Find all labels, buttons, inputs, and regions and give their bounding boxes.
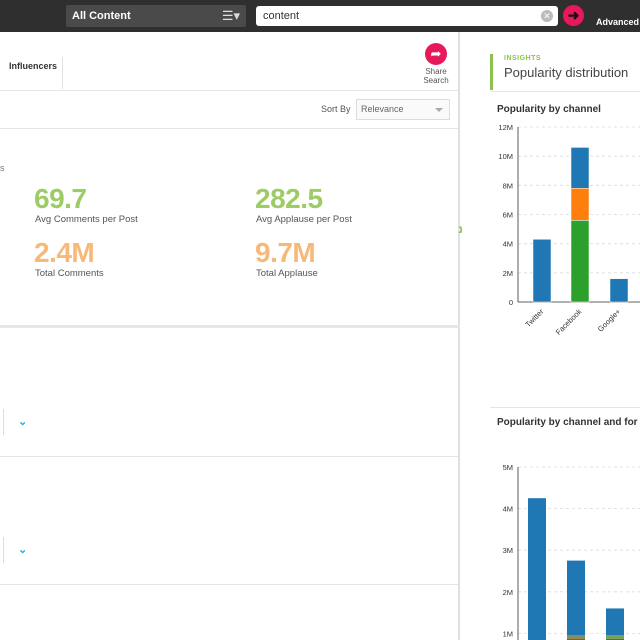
popularity-by-channel-chart: 0 2M 4M 6M 8M 10M 12M Twitter Facebook Google+ [498,123,640,337]
content-filter-value: All Content [72,10,131,22]
row-handle [0,409,4,435]
divider [0,456,458,457]
x-tick-label: Facebook [554,307,584,337]
avg-comments-value: 69.7 [34,183,87,214]
avg-applause-label: Avg Applause per Post [256,214,352,225]
caret-down-icon [435,108,443,112]
avg-comments-label: Avg Comments per Post [35,214,138,225]
content-filter-select[interactable]: All Content ☰▾ [66,5,246,27]
y-tick-label: 0 [509,298,513,307]
y-tick-label: 3M [503,546,513,555]
y-tick-label: 2M [503,588,513,597]
insights-title: Popularity distribution [504,65,629,80]
tab-influencers[interactable]: Influencers [9,61,58,71]
bar-segment [567,560,585,640]
y-tick-label: 2M [503,269,513,278]
sort-by-select[interactable]: Relevance [356,99,450,120]
bar-segment [606,608,624,640]
y-tick-label: 10M [498,152,513,161]
insights-pane [462,32,640,640]
divider [0,90,458,91]
chart2-title: Popularity by channel and for [497,417,638,428]
share-label-line2: Search [423,76,449,85]
total-comments-label: Total Comments [35,268,104,279]
y-tick-label: 1M [503,629,513,638]
sort-by-label: Sort By [321,104,351,114]
total-comments-value: 2.4M [34,237,95,268]
bar-segment [567,635,585,639]
advanced-search-link[interactable]: Advanced [596,17,640,27]
menu-icon: ☰▾ [221,8,240,23]
bar-segment [570,220,590,303]
bar-segment [570,188,590,221]
chart1-title: Popularity by channel [497,104,601,115]
total-applause-value: 9.7M [255,237,316,268]
y-tick-label: 4M [503,505,513,514]
search-go-button[interactable]: ➜ [563,5,584,26]
chevron-down-icon[interactable]: ⌄ [18,544,28,556]
row-handle [0,537,4,563]
top-bar: All Content ☰▾ content ✕ ➜ Advanced [0,0,640,32]
insights-kicker: INSIGHTS [504,55,542,62]
share-search-button[interactable]: ➦ [425,43,447,65]
divider [0,584,458,585]
x-tick-label: Google+ [596,307,623,334]
share-search-label[interactable]: Share Search [419,67,453,85]
y-tick-label: 12M [498,123,513,132]
total-applause-label: Total Applause [256,268,318,279]
divider [0,128,458,129]
divider [490,91,640,92]
bar-segment [609,278,629,303]
tab-divider [62,57,63,89]
y-tick-label: 4M [503,240,513,249]
bar-segment [532,239,552,303]
divider [490,407,640,408]
arrow-right-icon: ➜ [567,7,580,23]
search-input[interactable]: content ✕ [256,6,558,26]
chevron-down-icon[interactable]: ⌄ [18,416,28,428]
results-pane [0,32,460,640]
avg-applause-value: 282.5 [255,183,323,214]
y-tick-label: 6M [503,211,513,220]
share-icon: ➦ [430,46,442,61]
insights-accent-bar [490,54,493,90]
x-tick-label: Twitter [523,307,545,329]
search-value: content [263,10,300,22]
bar-segment [570,147,590,189]
share-label-line1: Share [425,67,447,76]
clear-icon[interactable]: ✕ [541,10,553,22]
sort-by-value: Relevance [361,104,404,114]
popularity-by-channel-and-format-chart: 1M 2M 3M 4M 5M [503,463,640,640]
section-label-cut: s [0,163,5,173]
bar-segment [606,635,624,639]
y-tick-label: 5M [503,463,513,472]
bar-segment [528,498,546,640]
y-tick-label: 8M [503,181,513,190]
section-divider [0,325,460,328]
